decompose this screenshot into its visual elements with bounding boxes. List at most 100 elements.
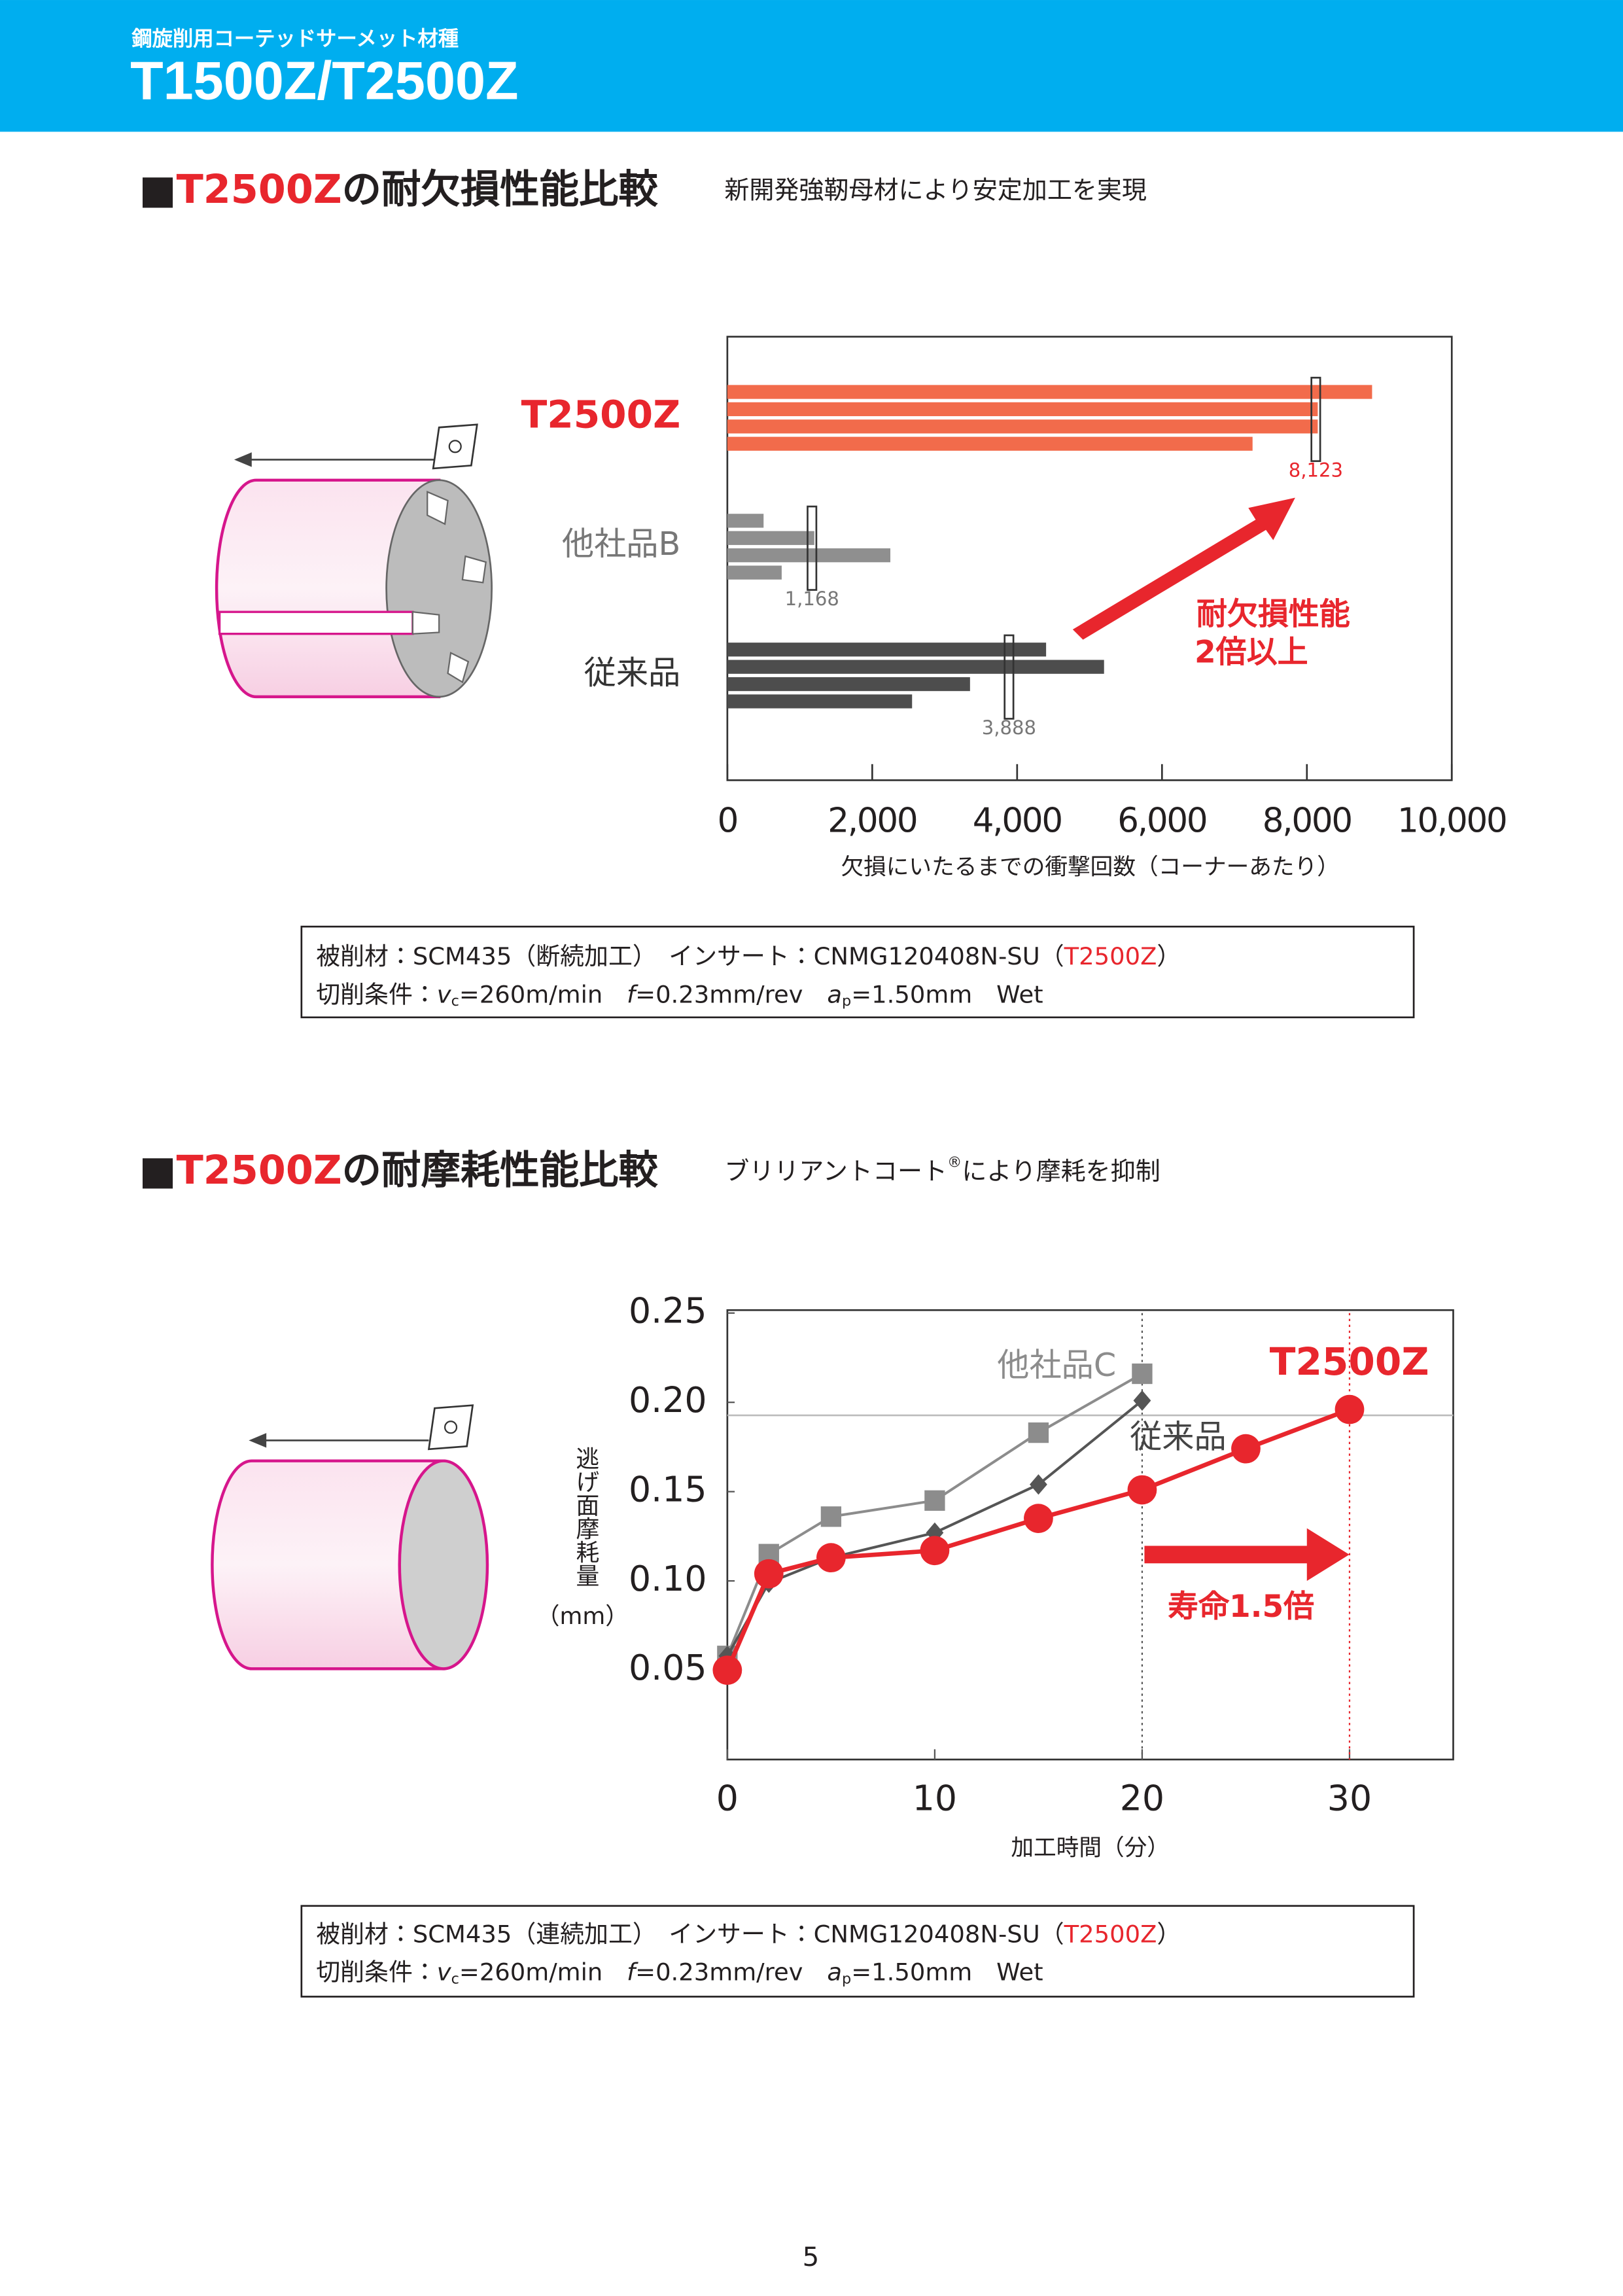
text: v	[437, 980, 452, 1008]
text: =1.50mm Wet	[851, 1958, 1043, 1986]
marker	[1132, 1363, 1153, 1385]
average-marker	[1310, 376, 1321, 463]
annotation: 2倍以上	[1195, 635, 1308, 671]
text: ）	[1157, 942, 1181, 970]
x-tick-label: 2,000	[828, 801, 916, 840]
text: =260m/min	[459, 980, 627, 1008]
marker	[924, 1490, 945, 1511]
text: =0.23mm/rev	[635, 1958, 827, 1986]
series-label: T2500Z	[1270, 1339, 1429, 1384]
text: p	[842, 993, 851, 1010]
category-label: 従来品	[584, 654, 681, 692]
marker	[1133, 1390, 1151, 1411]
x-tick-label: 4,000	[973, 801, 1062, 840]
header-band	[0, 0, 1623, 132]
x-tick-label: 20	[1120, 1777, 1164, 1818]
x-axis-label: 加工時間（分）	[1011, 1835, 1170, 1862]
category-label: T2500Z	[521, 393, 681, 437]
conditions-line: 切削条件：vc=260m/min f=0.23mm/rev ap=1.50mm …	[316, 1958, 1043, 1987]
header-subtitle: 鋼旋削用コーテッドサーメット材種	[131, 27, 459, 50]
text: c	[451, 993, 459, 1010]
marker	[712, 1655, 742, 1685]
plot-frame	[726, 1309, 1454, 1761]
conditions-line: 被削材：SCM435（断続加工） インサート：CNMG120408N-SU（T2…	[316, 942, 1181, 970]
text: 切削条件：	[316, 980, 437, 1008]
text: a	[827, 1958, 842, 1986]
header-title: T1500Z/T2500Z	[130, 50, 518, 111]
x-axis-label: 欠損にいたるまでの衝撃回数（コーナーあたり）	[841, 855, 1339, 881]
section-tagline: 新開発強靭母材により安定加工を実現	[724, 176, 1147, 205]
marker	[1024, 1504, 1053, 1533]
y-tick-label: 0.15	[629, 1468, 707, 1510]
marker	[1029, 1474, 1047, 1495]
marker	[820, 1506, 842, 1527]
average-label: 3,888	[982, 716, 1036, 739]
text: c	[451, 1970, 459, 1987]
average-marker	[1003, 634, 1015, 720]
conditions-line: 被削材：SCM435（連続加工） インサート：CNMG120408N-SU（T2…	[316, 1920, 1181, 1948]
annotation: 耐欠損性能	[1196, 596, 1350, 632]
text: =1.50mm Wet	[851, 980, 1043, 1008]
marker	[1127, 1475, 1157, 1505]
bar	[727, 436, 1253, 451]
text: 被削材：SCM435（断続加工） インサート：CNMG120408N-SU（	[316, 942, 1064, 970]
x-tick-label: 10	[913, 1777, 957, 1818]
bar	[727, 677, 970, 692]
text: ブリリアントコート	[724, 1156, 947, 1185]
annotation: 寿命1.5倍	[1168, 1589, 1314, 1625]
section-marker: ■	[139, 167, 177, 213]
marker	[1231, 1434, 1261, 1464]
bar	[727, 514, 764, 528]
bar	[727, 565, 782, 580]
bar	[727, 660, 1104, 674]
marker	[816, 1543, 846, 1573]
y-axis-unit: （mm）	[536, 1603, 629, 1630]
conditions-box	[300, 925, 1415, 1019]
marker	[1335, 1394, 1365, 1424]
y-tick-label: 0.25	[629, 1290, 707, 1331]
marker	[1028, 1422, 1049, 1443]
text: ®	[947, 1154, 962, 1171]
text: により摩耗を抑制	[962, 1156, 1160, 1185]
section-marker: ■	[139, 1148, 177, 1193]
section-highlight: T2500Z	[177, 167, 342, 213]
bar	[727, 643, 1047, 657]
text: T2500Z	[1064, 942, 1157, 970]
y-axis-label: 逃げ面摩耗量	[572, 1446, 599, 1587]
marker	[920, 1536, 950, 1566]
average-label: 8,123	[1289, 459, 1343, 481]
text: v	[437, 1958, 452, 1986]
series-label: 他社品C	[997, 1346, 1116, 1384]
x-tick-label: 30	[1327, 1777, 1372, 1818]
bar	[727, 402, 1318, 417]
section-highlight: T2500Z	[177, 1148, 342, 1193]
section-title-rest: の耐摩耗性能比較	[342, 1148, 659, 1193]
average-marker	[807, 505, 818, 591]
section-title-rest: の耐欠損性能比較	[342, 167, 659, 213]
bar	[727, 385, 1372, 399]
marker	[754, 1559, 784, 1589]
bar-chart: 0 2,000 4,000 6,000 8,000 10,000 8,123 T2500Z 1,…	[521, 376, 1508, 840]
x-tick-label: 8,000	[1263, 801, 1352, 840]
x-tick-label: 0	[716, 1777, 739, 1818]
annotation-arrow	[1072, 497, 1295, 640]
y-tick-label: 0.05	[629, 1647, 707, 1688]
text: ）	[1157, 1920, 1181, 1948]
bar	[727, 531, 814, 545]
average-label: 1,168	[785, 588, 839, 610]
text: =0.23mm/rev	[635, 980, 827, 1008]
annotation-arrow	[1144, 1528, 1350, 1581]
text: 切削条件：	[316, 1958, 437, 1986]
conditions-box	[300, 1905, 1415, 1998]
workpiece-illustration	[211, 1404, 489, 1670]
workpiece-illustration	[215, 423, 493, 699]
text: p	[842, 1970, 851, 1987]
section-title: ■T2500Zの耐欠損性能比較	[139, 167, 659, 213]
section-tagline: ブリリアントコート®により摩耗を抑制	[724, 1154, 1160, 1186]
section-title: ■T2500Zの耐摩耗性能比較	[139, 1148, 659, 1193]
bar	[727, 419, 1318, 434]
line-chart: 0 10 20 30 0.05 0.10 0.15 0.20 0.25 他社品C 従来品 T2500Z	[629, 1290, 1454, 1818]
text: 被削材：SCM435（連続加工） インサート：CNMG120408N-SU（	[316, 1920, 1064, 1948]
